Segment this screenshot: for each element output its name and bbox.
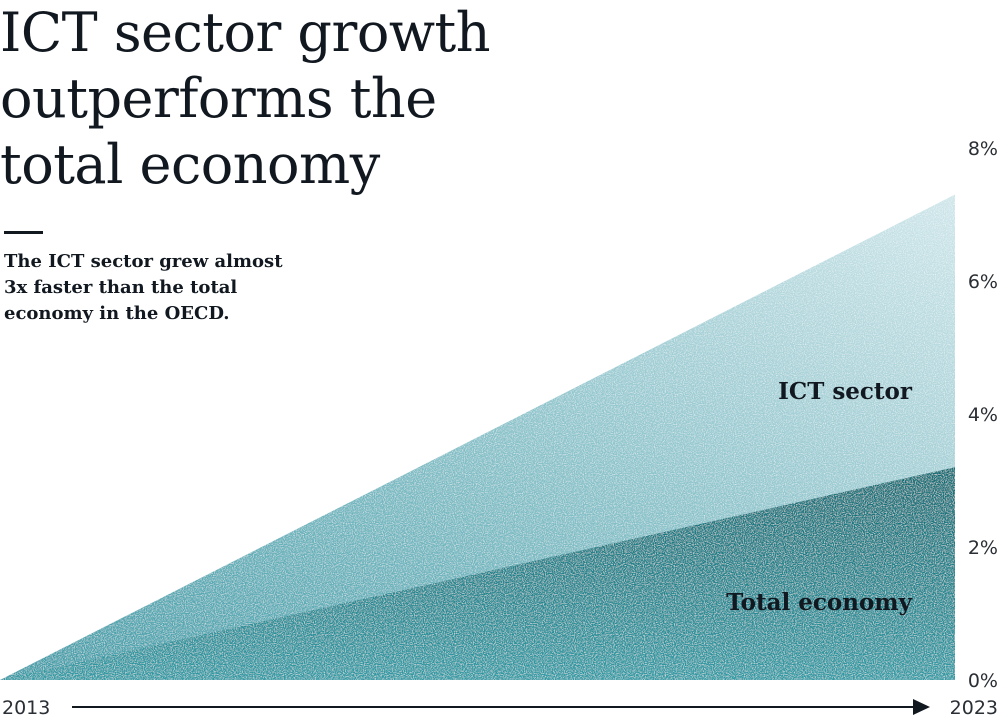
series-label-ict-sector: ICT sector	[778, 378, 913, 405]
time-arrow-head	[913, 699, 930, 715]
title-divider	[4, 231, 43, 234]
chart-title: ICT sector growth outperforms the total …	[0, 0, 491, 198]
chart-title-line: outperforms the	[0, 67, 437, 130]
x-axis-end-label: 2023	[950, 697, 998, 719]
y-tick-label: 0%	[968, 670, 998, 692]
y-tick-label: 8%	[968, 138, 998, 160]
area-total-economy	[0, 467, 955, 680]
chart-title-line: total economy	[0, 133, 380, 196]
chart-subtitle-line: The ICT sector grew almost	[4, 251, 283, 272]
chart-subtitle-line: 3x faster than the total	[4, 277, 238, 298]
time-axis: 2013 2023	[2, 697, 998, 719]
y-tick-label: 2%	[968, 537, 998, 559]
chart-subtitle-line: economy in the OECD.	[4, 303, 230, 324]
x-axis-start-label: 2013	[2, 697, 50, 719]
chart-title-line: ICT sector growth	[0, 1, 491, 64]
chart-subtitle: The ICT sector grew almost 3x faster tha…	[4, 249, 283, 327]
series-label-total-economy: Total economy	[726, 589, 912, 616]
y-tick-label: 4%	[968, 404, 998, 426]
y-tick-label: 6%	[968, 271, 998, 293]
